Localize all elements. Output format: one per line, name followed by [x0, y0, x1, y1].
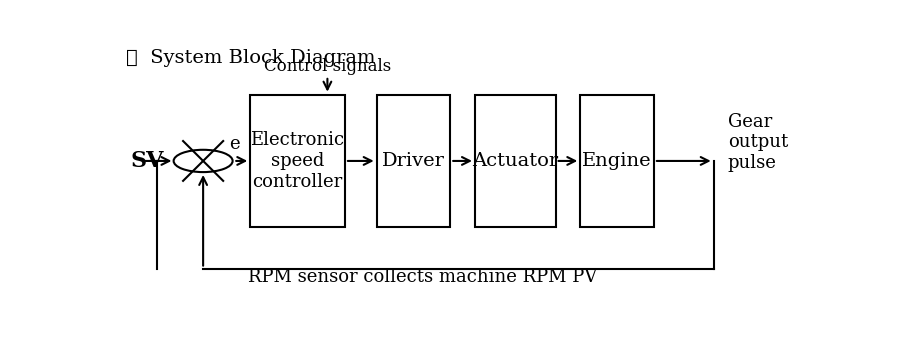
Bar	[580, 95, 654, 227]
Text: ❖  System Block Diagram: ❖ System Block Diagram	[126, 49, 375, 67]
Bar	[475, 95, 555, 227]
Text: Engine: Engine	[583, 152, 651, 170]
Text: SV: SV	[130, 150, 164, 172]
Text: Gear
output
pulse: Gear output pulse	[728, 112, 788, 172]
Text: Actuator: Actuator	[472, 152, 558, 170]
Bar	[377, 95, 450, 227]
Text: Driver: Driver	[382, 152, 445, 170]
Text: Control signals: Control signals	[264, 58, 391, 75]
Text: Electronic
speed
controller: Electronic speed controller	[250, 131, 344, 191]
Text: RPM sensor collects machine RPM PV: RPM sensor collects machine RPM PV	[247, 267, 597, 286]
Circle shape	[174, 150, 233, 172]
Text: e: e	[229, 135, 240, 153]
Bar	[250, 95, 345, 227]
